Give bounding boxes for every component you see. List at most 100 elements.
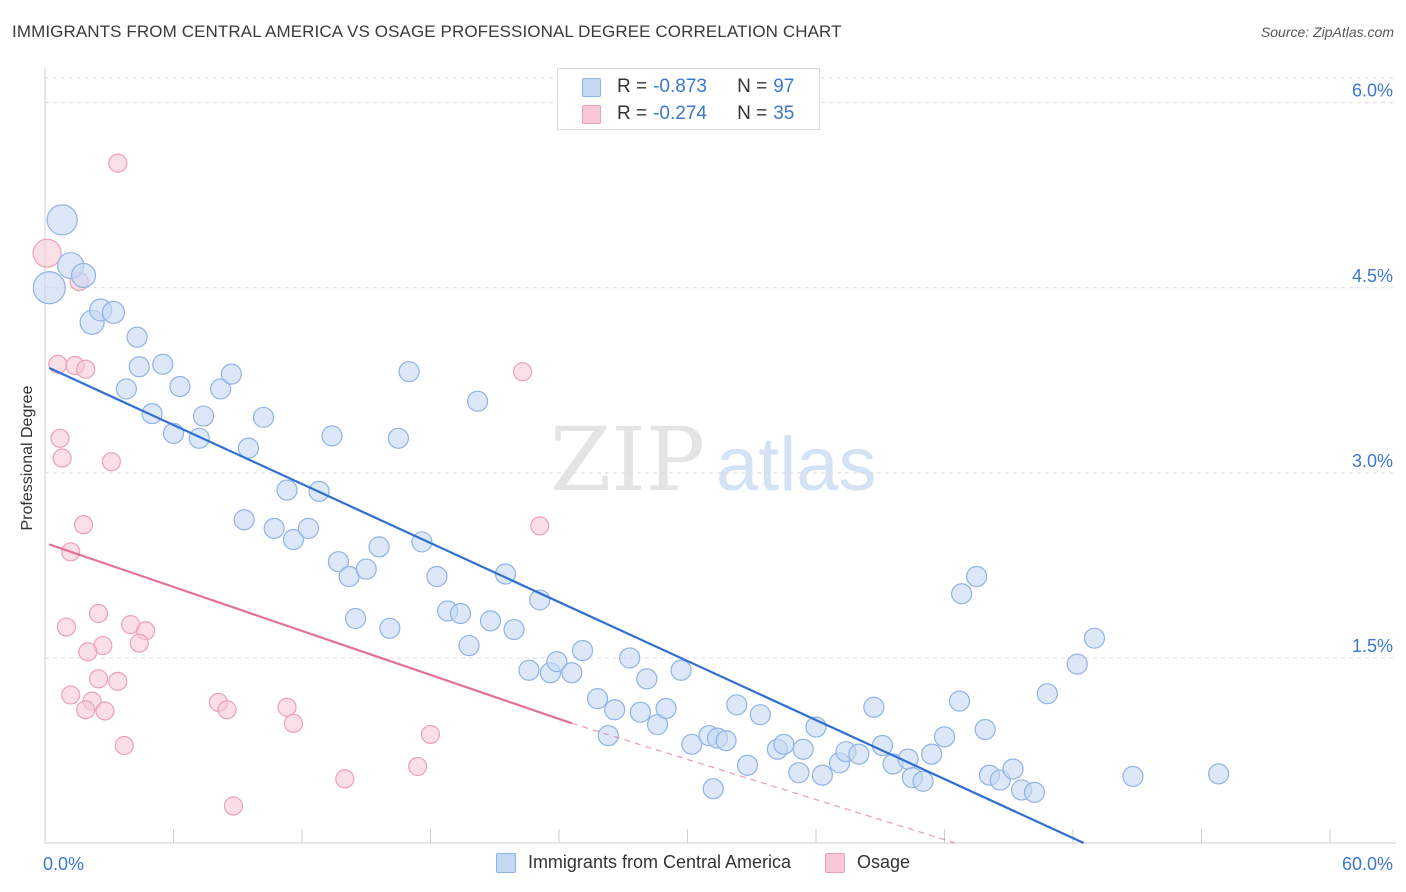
osage-point (223, 796, 244, 816)
central-america-point (220, 363, 242, 385)
central-america-point (101, 300, 126, 325)
osage-point (73, 515, 94, 535)
central-america-point (192, 405, 215, 427)
central-america-point (1208, 763, 1230, 785)
series-legend: Immigrants from Central America Osage (0, 852, 1406, 873)
central-america-point (128, 356, 150, 378)
osage-point (335, 769, 355, 789)
central-america-point (561, 662, 583, 684)
central-america-point (811, 764, 834, 786)
y-tick-label: 1.5% (1352, 636, 1393, 656)
chart-title: IMMIGRANTS FROM CENTRAL AMERICA VS OSAGE… (12, 22, 842, 41)
central-america-point (46, 204, 78, 236)
blue-swatch (582, 77, 601, 97)
central-america-point (1036, 683, 1058, 705)
legend-item-osage: Osage (825, 852, 910, 873)
central-america-point (1083, 627, 1106, 649)
n-label: N = (737, 103, 768, 124)
osage-trend-line (48, 543, 573, 725)
x-tick-label-max: 60.0% (1342, 854, 1393, 874)
central-america-point (948, 690, 971, 712)
central-america-point (681, 733, 703, 755)
central-america-point (1023, 781, 1046, 804)
r-value: -0.873 (653, 76, 707, 97)
pink-swatch (825, 852, 846, 873)
legend-label: Osage (857, 852, 911, 872)
r-label: R = (617, 103, 648, 124)
central-america-point (327, 551, 350, 573)
osage-point (408, 756, 428, 777)
central-america-point (263, 517, 285, 539)
legend-item-central-america: Immigrants from Central America (495, 852, 791, 873)
osage-point (76, 359, 96, 379)
osage-point (88, 603, 109, 624)
osage-point (32, 238, 62, 268)
central-america-point (871, 734, 893, 757)
central-america-point (1066, 653, 1088, 675)
central-america-point (479, 610, 502, 632)
watermark-atlas: atlas (716, 422, 877, 507)
central-america-point (188, 427, 210, 449)
central-america-point (951, 583, 973, 605)
central-america-point (503, 618, 525, 641)
central-america-point (736, 754, 759, 776)
central-america-point (368, 536, 390, 558)
central-america-point (702, 778, 724, 800)
osage-point (108, 153, 128, 173)
osage-point (95, 701, 115, 721)
central-america-point (458, 634, 480, 657)
central-america-point (1122, 765, 1144, 787)
osage-trend-extension (571, 722, 956, 844)
osage-point (283, 713, 304, 733)
osage-points (32, 153, 550, 816)
osage-point (61, 685, 81, 705)
n-value: 97 (773, 76, 795, 97)
central-america-point (773, 733, 795, 755)
central-america-point (966, 565, 988, 588)
central-america-point (518, 659, 540, 681)
central-america-point (792, 738, 814, 760)
central-america-point (467, 390, 489, 412)
central-america-point (788, 762, 810, 784)
central-america-point (597, 725, 619, 747)
axes (44, 68, 1396, 844)
n-label: N = (737, 76, 768, 97)
central-america-point (169, 375, 191, 398)
osage-point (512, 362, 533, 382)
central-america-point (282, 528, 305, 551)
x-tick-label-min: 0.0% (43, 854, 84, 874)
central-america-point (344, 607, 367, 630)
trend-lines (48, 366, 1085, 844)
central-america-point (321, 425, 343, 447)
central-america-point (586, 688, 609, 710)
central-america-point (571, 639, 594, 662)
central-america-point (252, 406, 275, 428)
r-label: R = (617, 76, 648, 97)
central-america-point (1002, 758, 1024, 780)
osage-point (56, 617, 77, 637)
central-america-trend-line (48, 366, 1085, 844)
osage-point (217, 700, 237, 720)
central-america-point (141, 403, 163, 425)
central-america-point (210, 378, 232, 400)
central-america-point (546, 651, 568, 673)
central-america-point (398, 361, 420, 383)
central-america-point (655, 697, 677, 720)
central-america-point (426, 565, 448, 588)
y-tick-label: 6.0% (1352, 81, 1393, 101)
osage-point (78, 642, 98, 662)
central-america-point (863, 696, 885, 718)
osage-point (48, 354, 68, 374)
central-america-point (670, 659, 692, 681)
osage-point (101, 452, 121, 472)
central-america-point (32, 271, 66, 305)
watermark-zip: ZIP (550, 408, 705, 511)
osage-point (129, 633, 149, 653)
osage-point (52, 448, 72, 468)
pink-swatch (582, 104, 601, 124)
central-america-point (636, 668, 658, 690)
central-america-point (115, 378, 137, 400)
central-america-point (237, 437, 260, 459)
central-america-point (619, 647, 641, 669)
